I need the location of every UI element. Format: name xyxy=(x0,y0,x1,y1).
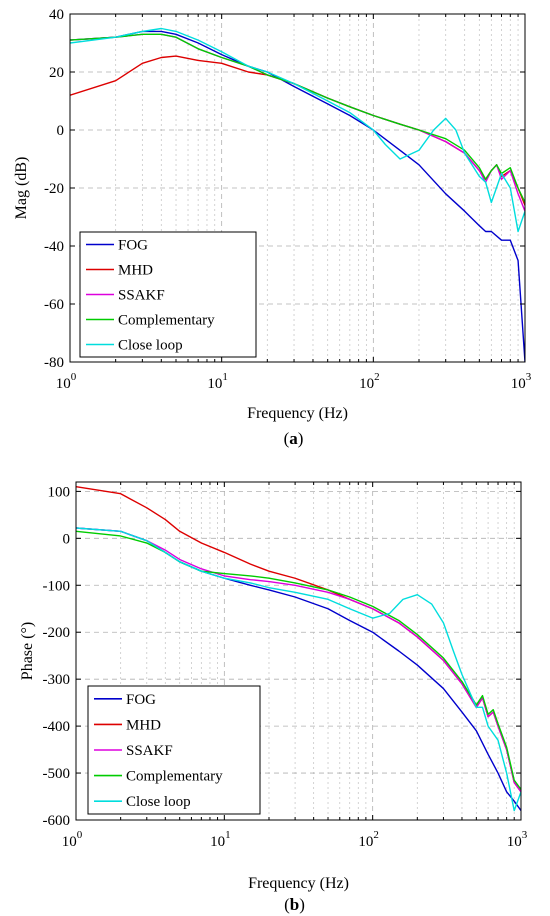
axes-box xyxy=(75,481,522,821)
legend-entry: FOG xyxy=(118,238,148,254)
legend-entry: SSAKF xyxy=(126,743,173,759)
y-tick-label: -60 xyxy=(44,297,64,313)
legend: FOG MHD SSAKF Complementary Close loop xyxy=(87,685,261,815)
y-tick-label: 0 xyxy=(63,531,71,547)
series-line-complementary xyxy=(70,33,525,203)
y-tick-label: -600 xyxy=(43,813,71,829)
y-tick-label: -200 xyxy=(43,625,71,641)
series-line-close-loop xyxy=(70,27,525,233)
x-tick-label: 102 xyxy=(358,829,379,850)
series-line-close-loop xyxy=(76,527,521,812)
y-tick-label: -20 xyxy=(44,181,64,197)
legend-entry: FOG xyxy=(126,692,156,708)
x-tick-label: 103 xyxy=(507,829,528,850)
x-tick-label: 101 xyxy=(210,829,231,850)
y-tick-label: -400 xyxy=(43,719,71,735)
y-tick-label: -300 xyxy=(43,672,71,688)
legend-entry: Close loop xyxy=(118,338,183,354)
y-tick-label: 100 xyxy=(48,484,71,500)
legend-entry: MHD xyxy=(118,263,153,279)
legend-entry: Complementary xyxy=(118,313,215,329)
legend: FOG MHD SSAKF Complementary Close loop xyxy=(79,231,257,358)
x-tick-label: 103 xyxy=(511,371,532,392)
y-tick-label: -100 xyxy=(43,578,71,594)
series-line-fog xyxy=(70,30,525,362)
series-group xyxy=(70,27,525,362)
series-line-ssakf xyxy=(76,527,521,793)
y-tick-label: 0 xyxy=(57,123,65,139)
x-tick-label: 100 xyxy=(62,829,83,850)
legend-entry: SSAKF xyxy=(118,288,165,304)
legend-entry: Complementary xyxy=(126,769,223,785)
x-axis-label: Frequency (Hz) xyxy=(247,405,348,422)
figure-caption: (b) xyxy=(284,895,305,914)
y-tick-label: 20 xyxy=(49,65,64,81)
y-axis-label: Phase (°) xyxy=(19,622,36,680)
y-tick-label: -80 xyxy=(44,355,64,371)
y-tick-label: -500 xyxy=(43,766,71,782)
x-tick-label: 101 xyxy=(207,371,228,392)
legend-entry: Close loop xyxy=(126,794,191,810)
y-tick-label: -40 xyxy=(44,239,64,255)
x-axis-label: Frequency (Hz) xyxy=(248,875,349,892)
x-tick-label: 102 xyxy=(359,371,380,392)
y-axis-label: Mag (dB) xyxy=(13,157,30,220)
legend-entry: MHD xyxy=(126,717,161,733)
series-group xyxy=(76,485,521,812)
y-tick-label: 40 xyxy=(49,7,64,23)
x-tick-label: 100 xyxy=(56,371,77,392)
figure-caption: (a) xyxy=(284,429,304,448)
